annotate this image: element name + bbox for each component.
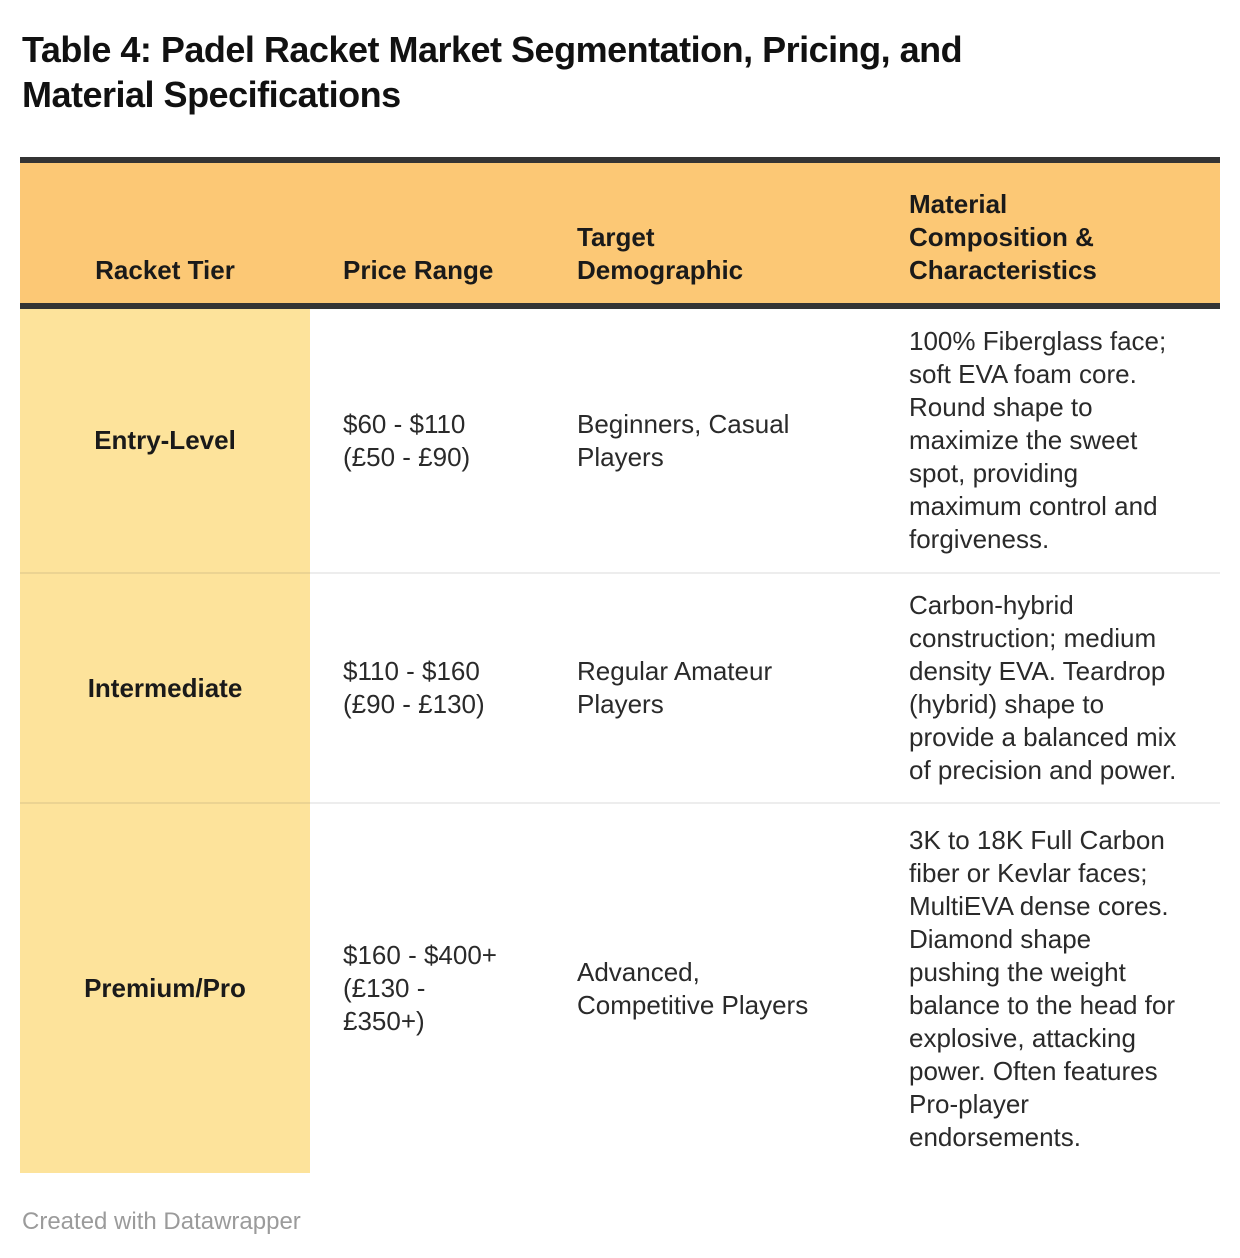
column-header-material-composition: Material Composition & Characteristics xyxy=(876,160,1220,309)
page-title: Table 4: Padel Racket Market Segmentatio… xyxy=(22,29,963,115)
cell-tier: Premium/Pro xyxy=(20,803,310,1173)
cell-material-composition: Carbon-hybrid construction; medium densi… xyxy=(876,573,1220,804)
cell-material-composition: 100% Fiberglass face; soft EVA foam core… xyxy=(876,306,1220,574)
cell-target-demographic: Advanced, Competitive Players xyxy=(577,956,809,1020)
column-header-target-demographic: Target Demographic xyxy=(544,160,876,309)
column-header-racket-tier: Racket Tier xyxy=(20,160,310,309)
padel-racket-market-table: Racket Tier Price Range Target Demograph… xyxy=(20,157,1220,1173)
cell-price-range: $160 - $400+ (£130 - £350+) xyxy=(343,940,497,1036)
table-body: Entry-Level $60 - $110 (£50 - £90) Begin… xyxy=(20,306,1220,1173)
cell-tier: Entry-Level xyxy=(20,306,310,574)
cell-price-range: $60 - $110 (£50 - £90) xyxy=(310,306,544,574)
cell-target-demographic: Regular Amateur Players xyxy=(544,573,876,804)
header-row: Racket Tier Price Range Target Demograph… xyxy=(20,160,1220,309)
column-header-price-range: Price Range xyxy=(310,160,544,309)
table-row-entry-level: Entry-Level $60 - $110 (£50 - £90) Begin… xyxy=(20,306,1220,574)
table-row-premium-pro: Premium/Pro $160 - $400+ (£130 - £350+) … xyxy=(20,803,1220,1173)
cell-price-range: $110 - $160 (£90 - £130) xyxy=(310,573,544,804)
cell-target-demographic: Beginners, Casual Players xyxy=(544,306,876,574)
cell-material-composition: 3K to 18K Full Carbon fiber or Kevlar fa… xyxy=(909,824,1175,1152)
table-row-intermediate: Intermediate $110 - $160 (£90 - £130) Re… xyxy=(20,573,1220,804)
cell-tier: Intermediate xyxy=(20,573,310,804)
datawrapper-credit-link[interactable]: Created with Datawrapper xyxy=(22,1208,301,1235)
table-header: Racket Tier Price Range Target Demograph… xyxy=(20,160,1220,309)
